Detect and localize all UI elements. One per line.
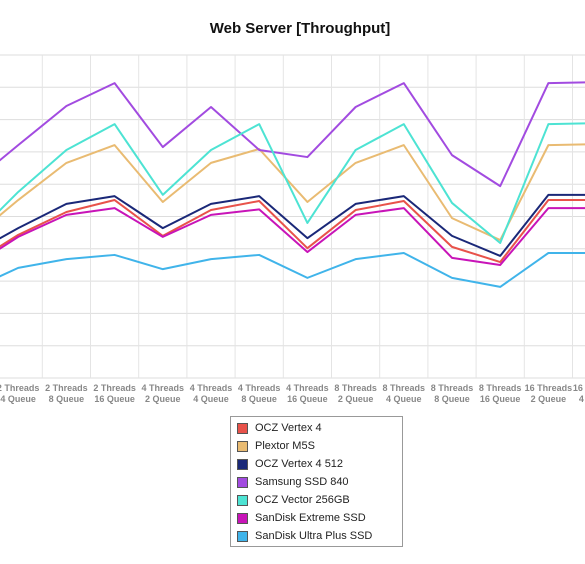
legend-item: Plextor M5S	[237, 439, 315, 453]
chart-title: Web Server [Throughput]	[210, 20, 391, 37]
legend-label: Plextor M5S	[255, 440, 315, 452]
x-tick-label: 16 Threads 2 Queue	[524, 383, 573, 404]
legend-item: OCZ Vertex 4	[237, 421, 322, 435]
legend-swatch	[237, 458, 248, 470]
series-line	[0, 207, 585, 266]
legend-swatch	[237, 494, 248, 506]
series-line	[0, 199, 585, 264]
legend-label: SanDisk Ultra Plus SSD	[255, 530, 373, 542]
x-tick-label: 8 Threads 16 Queue	[478, 383, 522, 404]
legend-item: SanDisk Ultra Plus SSD	[237, 529, 372, 543]
x-tick-label: 8 Threads 2 Queue	[334, 383, 377, 404]
series-line	[0, 122, 585, 244]
legend-item: Samsung SSD 840	[237, 475, 349, 489]
legend-label: OCZ Vector 256GB	[255, 494, 350, 506]
legend-item: OCZ Vector 256GB	[237, 493, 350, 507]
legend-swatch	[237, 512, 248, 524]
legend-label: SanDisk Extreme SSD	[255, 512, 366, 524]
legend-item: SanDisk Extreme SSD	[237, 511, 366, 525]
series-line	[0, 81, 585, 188]
x-tick-label: 4 Threads 16 Queue	[286, 383, 329, 404]
x-tick-label: 16 Threads 4 Queue	[572, 383, 584, 404]
legend: OCZ Vertex 4 Plextor M5S OCZ Vertex 4 512 S…	[230, 416, 403, 547]
legend-swatch	[237, 530, 248, 542]
series-line	[0, 251, 585, 288]
legend-label: OCZ Vertex 4	[255, 422, 322, 434]
legend-swatch	[237, 476, 248, 488]
x-tick-label: 4 Threads 4 Queue	[189, 383, 233, 404]
legend-label: Samsung SSD 840	[255, 476, 349, 488]
x-tick-label: 4 Threads 2 Queue	[141, 383, 185, 404]
legend-swatch	[237, 440, 248, 452]
x-tick-label: 8 Threads 4 Queue	[382, 383, 426, 404]
plot-area	[0, 54, 585, 379]
x-tick-label: 2 Threads 8 Queue	[45, 383, 88, 404]
x-tick-label: 2 Threads 4 Queue	[0, 383, 40, 404]
legend-swatch	[237, 422, 248, 434]
x-tick-label: 2 Threads 16 Queue	[93, 383, 136, 404]
legend-item: OCZ Vertex 4 512	[237, 457, 343, 471]
series-line	[0, 193, 585, 257]
x-tick-label: 4 Threads 8 Queue	[237, 383, 281, 404]
x-tick-label: 8 Threads 8 Queue	[430, 383, 474, 404]
legend-label: OCZ Vertex 4 512	[255, 458, 344, 470]
